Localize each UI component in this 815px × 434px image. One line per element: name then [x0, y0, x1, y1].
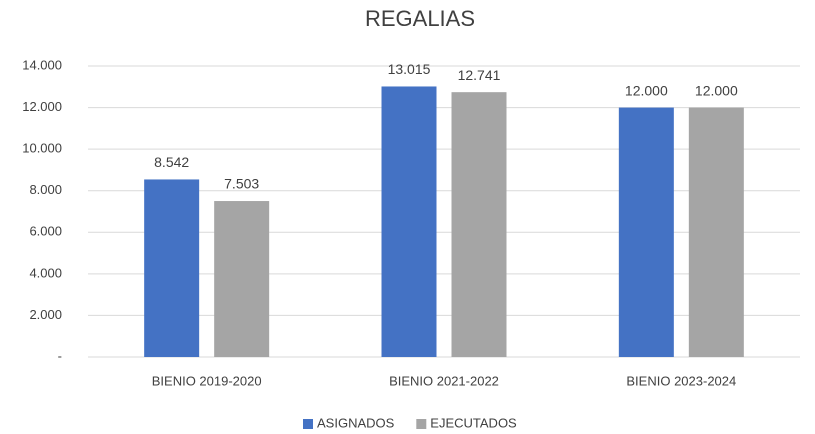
- y-tick-label: 10.000: [22, 141, 62, 156]
- legend-swatch: [303, 419, 313, 429]
- bar: [381, 86, 437, 357]
- value-label: 12.000: [625, 82, 668, 98]
- y-tick-label: -: [58, 348, 62, 363]
- x-tick-label: BIENIO 2021-2022: [389, 373, 499, 388]
- bar: [214, 201, 270, 357]
- y-tick-label: 8.000: [29, 182, 62, 197]
- value-label: 13.015: [388, 61, 431, 77]
- legend-label: EJECUTADOS: [430, 415, 517, 430]
- y-tick-label: 2.000: [29, 307, 62, 322]
- x-tick-label: BIENIO 2019-2020: [152, 373, 262, 388]
- x-tick-label: BIENIO 2023-2024: [626, 373, 736, 388]
- bar: [451, 92, 507, 357]
- y-tick-label: 6.000: [29, 224, 62, 239]
- value-label: 12.741: [458, 67, 501, 83]
- bar: [618, 107, 674, 357]
- bar: [144, 179, 200, 357]
- y-tick-label: 12.000: [22, 99, 62, 114]
- y-tick-label: 4.000: [29, 265, 62, 280]
- value-label: 7.503: [224, 176, 259, 192]
- value-label: 12.000: [695, 82, 738, 98]
- legend-swatch: [416, 419, 427, 429]
- bar: [688, 107, 744, 357]
- chart-title: REGALIAS: [365, 6, 475, 31]
- value-label: 8.542: [154, 154, 189, 170]
- y-tick-label: 14.000: [22, 57, 62, 72]
- legend-label: ASIGNADOS: [317, 415, 395, 430]
